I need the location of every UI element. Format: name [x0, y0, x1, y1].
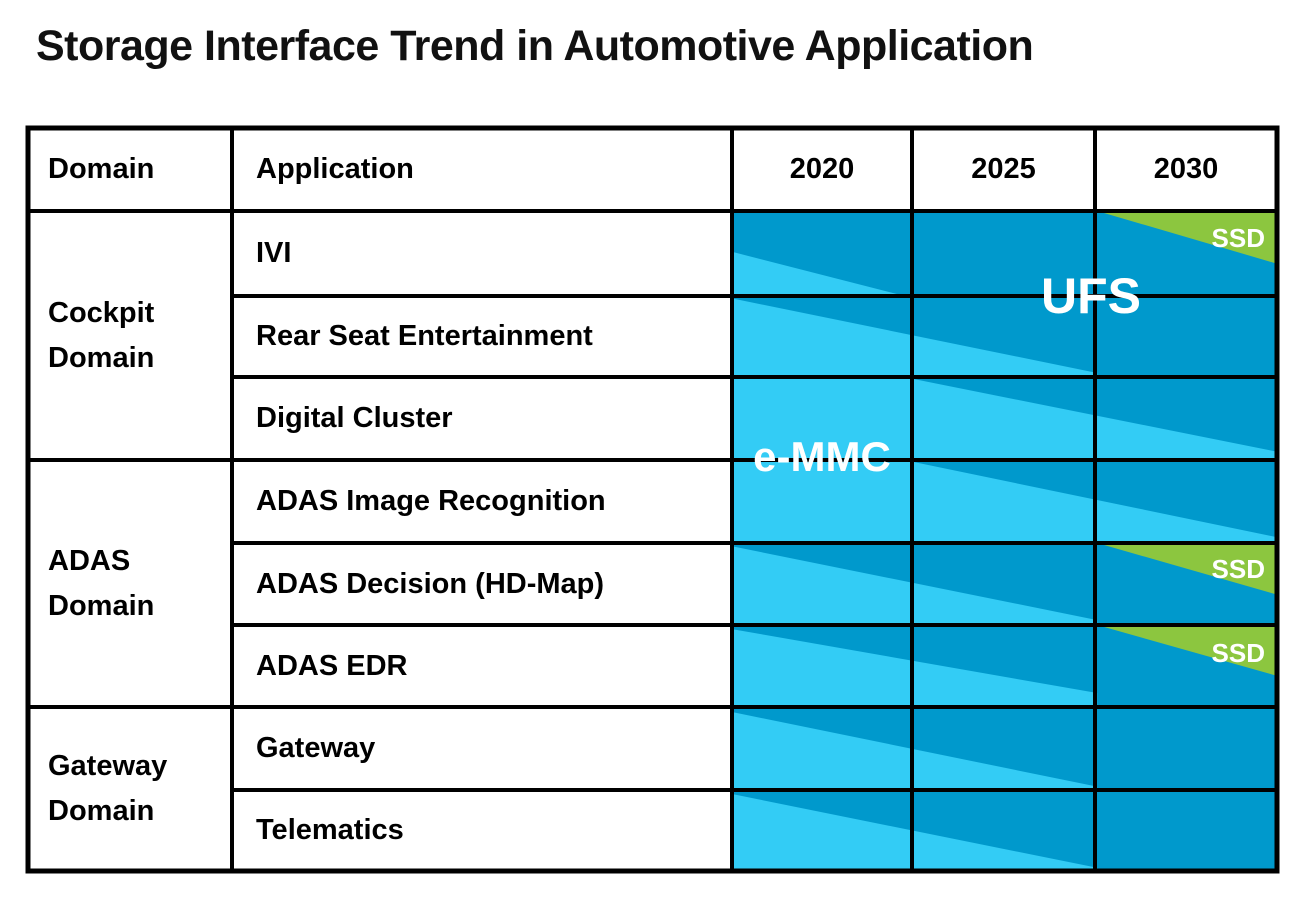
- trend-table: Domain Application 2020 2025 2030 Cockpi…: [25, 125, 1280, 874]
- emmc-region: [732, 711, 1098, 790]
- domain-label: Gateway Domain: [48, 750, 168, 827]
- app-cell-adas-edr: ADAS EDR: [256, 649, 408, 682]
- ufs-label: UFS: [1041, 268, 1141, 324]
- domain-label: ADAS Domain: [48, 544, 155, 622]
- table-border: [25, 125, 1280, 874]
- app-cell-telematics: Telematics: [256, 814, 404, 846]
- app-cell-adas-image-recognition: ADAS Image Recognition: [256, 485, 606, 517]
- domain-label: Cockpit Domain: [48, 296, 155, 374]
- app-cell-ivi: IVI: [256, 237, 292, 269]
- domain-cell-gateway: Gateway Domain: [28, 707, 232, 871]
- ssd-label-ivi: SSD: [1211, 223, 1265, 253]
- emmc-region: [732, 629, 1098, 707]
- emmc-region: [732, 546, 1098, 625]
- emmc-label: e-MMC: [753, 433, 891, 480]
- emmc-region: [732, 460, 1277, 543]
- header-year-2030: 2030: [1153, 153, 1219, 185]
- domain-cell-cockpit: Cockpit Domain: [28, 211, 232, 460]
- slide-title: Storage Interface Trend in Automotive Ap…: [36, 22, 1034, 70]
- header-application: Application: [256, 153, 414, 185]
- emmc-region: [732, 298, 1098, 377]
- app-cell-rear-seat-entertainment: Rear Seat Entertainment: [256, 320, 593, 352]
- app-cell-digital-cluster: Digital Cluster: [256, 402, 453, 434]
- ssd-label-adas-edr: SSD: [1211, 638, 1265, 668]
- domain-cell-adas: ADAS Domain: [28, 460, 232, 707]
- app-cell-gateway: Gateway: [256, 732, 376, 764]
- trend-matrix-svg: [25, 125, 1280, 874]
- header-domain: Domain: [48, 153, 155, 185]
- emmc-region: [732, 794, 1098, 871]
- app-cell-adas-decision-hd-map: ADAS Decision (HD-Map): [256, 567, 605, 600]
- ssd-label-adas-decision: SSD: [1211, 554, 1265, 584]
- ssd-region: [1097, 625, 1277, 676]
- emmc-region: [732, 377, 1277, 460]
- emmc-region: [732, 251, 905, 296]
- ssd-region: [1097, 211, 1277, 264]
- header-year-2025: 2025: [971, 153, 1036, 185]
- header-year-2020: 2020: [789, 153, 855, 185]
